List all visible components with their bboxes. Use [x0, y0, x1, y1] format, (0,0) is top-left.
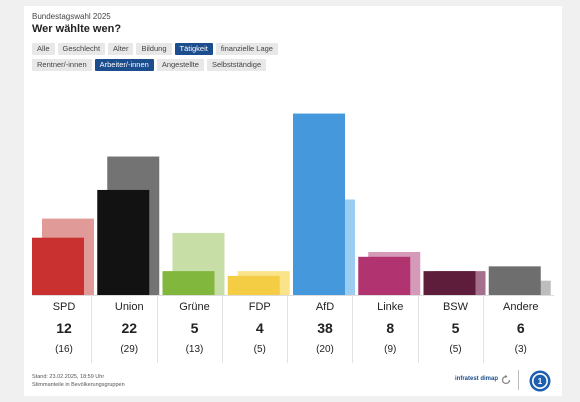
column-separator [221, 295, 223, 363]
infratest-dimap-logo: infratest dimap [455, 376, 499, 382]
previous-value-label-linke: (9) [384, 344, 397, 355]
chart-overline: Bundestagswahl 2025 [32, 12, 111, 21]
previous-value-label-spd: (16) [55, 344, 73, 355]
footer-timestamp: Stand: 23.02.2025, 18:59 Uhr [32, 374, 105, 380]
chart-title: Wer wählte wen? [32, 23, 122, 35]
party-label-fdp: FDP [248, 301, 271, 313]
svg-text:1: 1 [538, 377, 543, 386]
previous-value-label-bsw: (5) [449, 344, 462, 355]
value-label-fdp: 4 [255, 320, 264, 336]
party-label-spd: SPD [52, 301, 76, 313]
chart-baseline [32, 295, 554, 296]
filter-chip-tätigkeit[interactable]: Tätigkeit [174, 43, 213, 55]
value-label-afd: 38 [317, 320, 333, 336]
filter-row-subgroup: Rentner/-innen Arbeiter/-innen Angestellte… [32, 59, 269, 77]
footer-note: Stimmanteile in Bevölkerungsgruppen [32, 382, 125, 388]
previous-value-label-afd: (20) [316, 344, 334, 355]
footer-divider [518, 370, 519, 390]
filter-chip-alter[interactable]: Alter [108, 43, 134, 55]
party-label-union: Union [114, 301, 144, 313]
previous-value-label-grüne: (13) [185, 344, 204, 355]
value-label-grüne: 5 [190, 320, 199, 336]
party-label-bsw: BSW [442, 301, 469, 313]
filter-chip-selbstständige[interactable]: Selbstständige [206, 59, 267, 71]
bar-current-spd [32, 237, 84, 295]
bar-current-grüne [162, 271, 215, 295]
column-separator [482, 295, 484, 363]
bar-current-union [97, 189, 150, 295]
column-separator [352, 295, 354, 363]
value-label-linke: 8 [386, 320, 395, 336]
filter-chip-bildung[interactable]: Bildung [136, 43, 172, 55]
value-label-union: 22 [121, 320, 138, 336]
column-separator [417, 295, 419, 363]
bar-current-afd [293, 113, 345, 295]
refresh-icon [501, 374, 511, 385]
previous-value-label-fdp: (5) [253, 344, 266, 355]
party-label-afd: AfD [315, 301, 335, 313]
bar-current-bsw [423, 271, 476, 295]
party-label-linke: Linke [377, 301, 404, 313]
column-separator [156, 295, 158, 363]
bar-current-linke [358, 256, 411, 295]
bar-current-andere [488, 266, 541, 295]
filter-chip-angestellte[interactable]: Angestellte [156, 59, 204, 71]
column-separator [287, 295, 288, 363]
party-label-andere: Andere [503, 301, 539, 313]
value-label-bsw: 5 [451, 320, 460, 336]
bar-current-fdp [227, 275, 280, 295]
filter-chip-arbeiter-innen[interactable]: Arbeiter/-innen [94, 59, 154, 71]
bar-chart [32, 113, 551, 295]
previous-value-label-union: (29) [120, 344, 139, 355]
filter-chip-alle[interactable]: Alle [32, 43, 55, 55]
filter-chip-finanzielle-lage[interactable]: finanzielle Lage [215, 43, 278, 55]
value-label-spd: 12 [56, 320, 72, 336]
filter-chip-geschlecht[interactable]: Geschlecht [57, 43, 106, 55]
chart-card: Bundestagswahl 2025 Wer wählte wen? Alle… [24, 6, 562, 396]
value-label-andere: 6 [516, 320, 525, 336]
column-separator [91, 295, 93, 363]
party-label-grüne: Grüne [179, 301, 210, 313]
filter-chip-rentner-innen[interactable]: Rentner/-innen [32, 59, 92, 71]
ard-logo-icon: 1 [529, 370, 551, 392]
filter-row-category: Alle Geschlecht Alter Bildung Tätigkeit finan… [32, 43, 281, 61]
previous-value-label-andere: (3) [514, 344, 527, 355]
